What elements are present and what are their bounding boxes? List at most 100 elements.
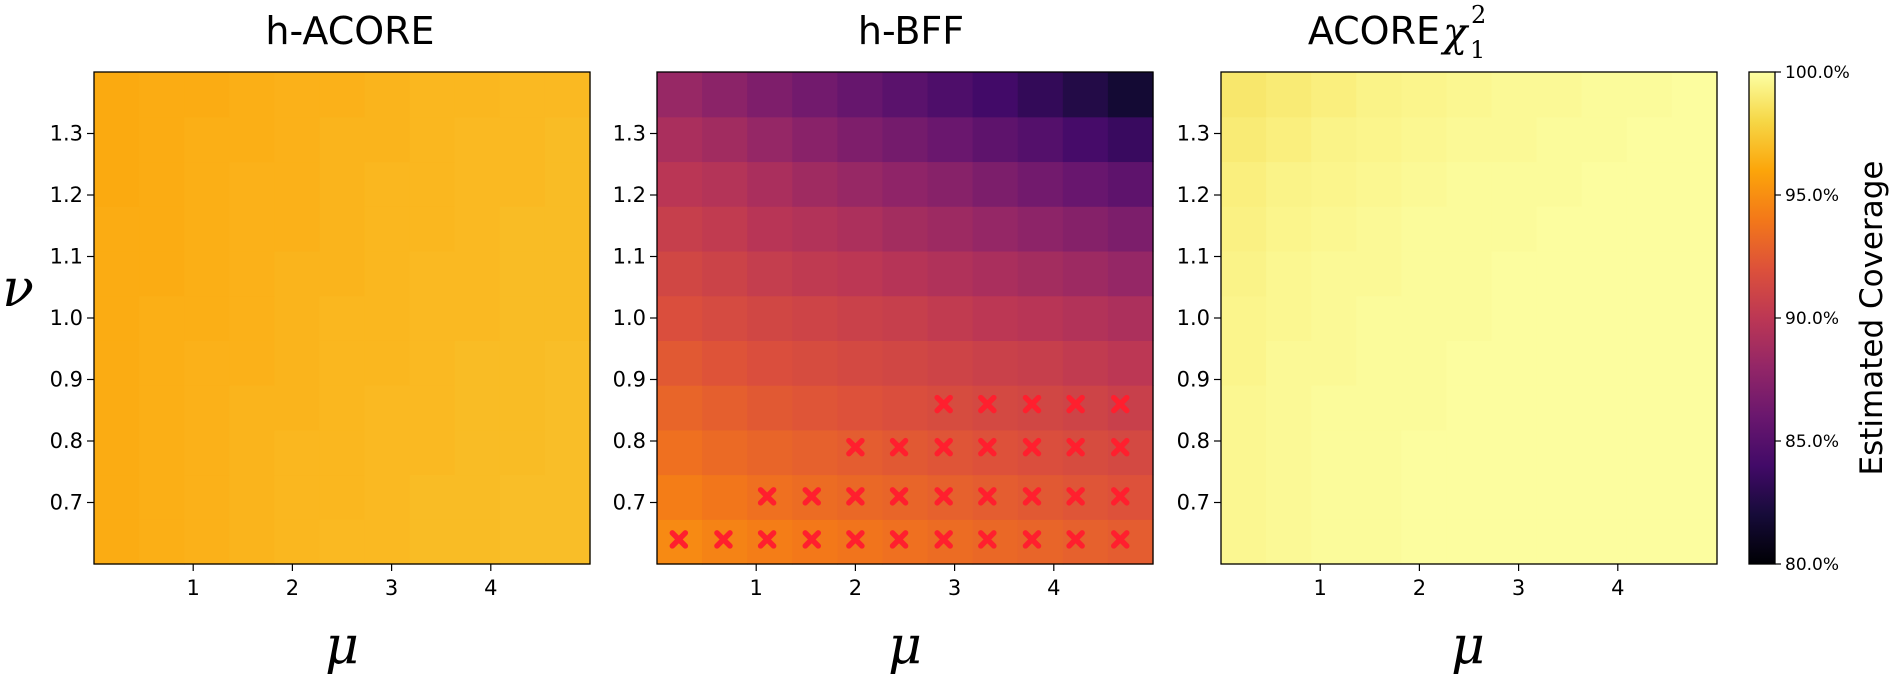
heatmap-cell bbox=[274, 340, 321, 386]
heatmap-cell bbox=[1446, 161, 1493, 207]
heatmap-cell bbox=[274, 161, 321, 207]
heatmap-cell bbox=[1311, 519, 1357, 565]
heatmap-cell bbox=[1356, 429, 1402, 476]
heatmap-cell bbox=[927, 474, 974, 520]
heatmap-cell bbox=[319, 250, 366, 297]
heatmap-cell bbox=[657, 429, 703, 476]
x-tick-label: 2 bbox=[1413, 576, 1426, 600]
heatmap-cell bbox=[1536, 340, 1583, 386]
heatmap-cell bbox=[702, 474, 748, 520]
heatmap-cell bbox=[702, 340, 748, 386]
failure-marker bbox=[978, 394, 997, 414]
heatmap-cell bbox=[1491, 340, 1538, 386]
panel-title-chi-subscript: 1 bbox=[1470, 36, 1485, 64]
heatmap-cell bbox=[319, 116, 366, 163]
heatmap-cell bbox=[184, 250, 230, 297]
heatmap-cell bbox=[1017, 474, 1064, 520]
heatmap-cell bbox=[747, 340, 793, 386]
heatmap-cell bbox=[657, 161, 703, 207]
heatmap-cell bbox=[1671, 295, 1718, 341]
heatmap-cell bbox=[1671, 429, 1718, 476]
heatmap-cell bbox=[972, 206, 1019, 252]
x-tick-label: 4 bbox=[484, 576, 497, 600]
heatmap-cells-acore-chi2 bbox=[1221, 72, 1718, 565]
heatmap-cell bbox=[499, 340, 546, 386]
heatmap-cell bbox=[454, 116, 501, 163]
heatmap-cell bbox=[1266, 161, 1312, 207]
heatmap-cell bbox=[94, 72, 140, 118]
heatmap-cell bbox=[499, 385, 546, 431]
heatmap-cell bbox=[927, 116, 974, 163]
heatmap-cell bbox=[972, 72, 1019, 118]
y-tick-label: 0.9 bbox=[50, 368, 83, 392]
heatmap-cell bbox=[184, 519, 230, 565]
heatmap-cell bbox=[1491, 474, 1538, 520]
heatmap-cell bbox=[229, 519, 275, 565]
y-tick-label: 0.7 bbox=[1177, 491, 1210, 515]
y-tick-label: 1.3 bbox=[1177, 122, 1210, 146]
heatmap-cell bbox=[1062, 206, 1109, 252]
heatmap-cell bbox=[499, 474, 546, 520]
failure-marker bbox=[757, 530, 777, 549]
heatmap-cell bbox=[1266, 116, 1312, 163]
heatmap-cell bbox=[1536, 161, 1583, 207]
heatmap-cell bbox=[1017, 116, 1064, 163]
heatmap-cell bbox=[319, 295, 366, 341]
heatmap-cell bbox=[747, 429, 793, 476]
colorbar-tick-label: 80.0% bbox=[1785, 555, 1839, 575]
failure-marker bbox=[669, 530, 689, 549]
colorbar: 80.0% 85.0% 90.0% 95.0% 100.0% Estimated Cov… bbox=[1748, 63, 1890, 575]
heatmap-cell bbox=[657, 250, 703, 297]
heatmap-cell bbox=[544, 519, 591, 565]
heatmap-cell bbox=[1581, 116, 1628, 163]
heatmap-cell bbox=[1311, 429, 1357, 476]
heatmap-cell bbox=[319, 161, 366, 207]
heatmap-cell bbox=[229, 161, 275, 207]
heatmap-cell bbox=[139, 116, 185, 163]
failure-marker bbox=[1111, 487, 1130, 506]
colorbar-tick-label: 100.0% bbox=[1785, 63, 1850, 83]
heatmap-cell bbox=[1536, 250, 1583, 297]
heatmap-cell bbox=[1536, 474, 1583, 520]
heatmap-cell bbox=[1401, 250, 1448, 297]
heatmap-cell bbox=[409, 116, 456, 163]
heatmap-cell bbox=[1446, 429, 1493, 476]
heatmap-cell bbox=[972, 161, 1019, 207]
x-tick-label: 4 bbox=[1611, 576, 1624, 600]
failure-marker bbox=[934, 437, 953, 457]
heatmap-cell bbox=[94, 340, 140, 386]
heatmap-cell bbox=[454, 385, 501, 431]
heatmap-cell bbox=[1062, 474, 1109, 520]
heatmap-cell bbox=[364, 72, 411, 118]
heatmap-cell bbox=[274, 206, 321, 252]
heatmap-cell bbox=[544, 161, 591, 207]
x-tick-label: 3 bbox=[948, 576, 961, 600]
heatmap-cell bbox=[1017, 295, 1064, 341]
heatmap-cell bbox=[1221, 116, 1267, 163]
x-axis-label-mu-panel-3: μ bbox=[1451, 616, 1485, 676]
y-tick-label: 1.1 bbox=[50, 245, 83, 269]
heatmap-cell bbox=[139, 206, 185, 252]
heatmap-cell bbox=[1311, 385, 1357, 431]
heatmap-cell bbox=[1671, 385, 1718, 431]
heatmap-cell bbox=[837, 295, 884, 341]
heatmap-cell bbox=[544, 206, 591, 252]
heatmap-cell bbox=[1017, 250, 1064, 297]
heatmap-cell bbox=[972, 519, 1019, 565]
failure-marker bbox=[1066, 530, 1085, 549]
heatmap-cell bbox=[1311, 340, 1357, 386]
heatmap-cell bbox=[1626, 429, 1673, 476]
heatmap-cell bbox=[454, 250, 501, 297]
heatmap-cell bbox=[837, 474, 884, 520]
heatmap-cell bbox=[94, 429, 140, 476]
y-tick-label: 1.2 bbox=[1177, 183, 1210, 207]
heatmap-cell bbox=[1401, 340, 1448, 386]
y-tick-label: 1.0 bbox=[613, 306, 646, 330]
failure-marker bbox=[934, 530, 953, 549]
heatmap-cell bbox=[1626, 116, 1673, 163]
heatmap-cell bbox=[409, 385, 456, 431]
heatmap-cell bbox=[274, 474, 321, 520]
heatmap-cell bbox=[409, 519, 456, 565]
heatmap-cell bbox=[139, 340, 185, 386]
heatmap-cell bbox=[139, 161, 185, 207]
